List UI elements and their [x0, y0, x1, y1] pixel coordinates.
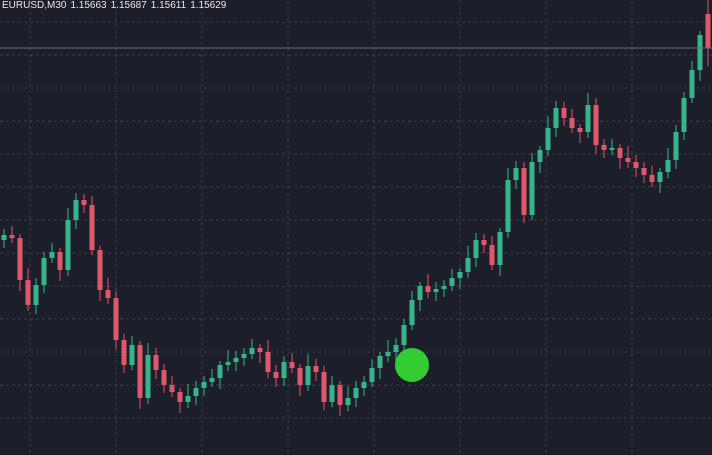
candle-body — [113, 298, 119, 340]
candle-body — [577, 128, 583, 132]
candle-body — [673, 132, 679, 160]
candle-body — [665, 160, 671, 172]
candle-body — [97, 250, 103, 290]
candle-body — [137, 345, 143, 398]
candle-body — [553, 108, 559, 128]
header: EURUSD,M30 1.15663 1.15687 1.15611 1.15629 — [2, 0, 230, 11]
symbol: EURUSD,M30 — [2, 0, 67, 11]
candle-body — [9, 235, 15, 238]
ohlc-low: 1.15611 — [150, 0, 187, 11]
candle-body — [473, 240, 479, 258]
candle-body — [161, 370, 167, 385]
candle-body — [241, 354, 247, 358]
candle-body — [497, 232, 503, 265]
candle-body — [393, 345, 399, 352]
candle-body — [561, 108, 567, 118]
candle-body — [449, 278, 455, 286]
candle-body — [185, 396, 191, 402]
candle-body — [657, 172, 663, 182]
candle-body — [209, 378, 215, 382]
candle-body — [145, 355, 151, 398]
candle-body — [601, 145, 607, 150]
candle-body — [585, 105, 591, 132]
candle-body — [649, 175, 655, 182]
candle-body — [593, 105, 599, 145]
candle-body — [401, 325, 407, 345]
candle-body — [177, 392, 183, 402]
candle-body — [345, 398, 351, 405]
candle-body — [617, 148, 623, 158]
candle-body — [441, 286, 447, 289]
candle-body — [1, 235, 7, 240]
candle-body — [705, 14, 711, 48]
candle-body — [105, 290, 111, 298]
candle-body — [609, 148, 615, 150]
candle-body — [521, 168, 527, 215]
candle-body — [425, 286, 431, 292]
candle-body — [81, 200, 87, 205]
candle-body — [73, 200, 79, 220]
candle-body — [313, 366, 319, 372]
candle-body — [377, 356, 383, 368]
ohlc-close: 1.15629 — [190, 0, 227, 11]
candle-body — [41, 258, 47, 285]
candle-body — [297, 368, 303, 385]
candle-body — [529, 162, 535, 215]
candle-body — [257, 348, 263, 352]
candle-body — [281, 362, 287, 378]
ohlc-open: 1.15663 — [70, 0, 107, 11]
candle-body — [361, 382, 367, 388]
candle-body — [129, 345, 135, 365]
candle-body — [249, 348, 255, 354]
candle-body — [545, 128, 551, 150]
candle-body — [305, 366, 311, 385]
candle-body — [625, 158, 631, 162]
candle-body — [433, 289, 439, 292]
candle-body — [481, 240, 487, 245]
candle-body — [329, 385, 335, 402]
candle-body — [697, 35, 703, 70]
signal-marker — [395, 348, 429, 382]
candle-body — [641, 168, 647, 175]
candle-body — [49, 252, 55, 258]
candle-body — [193, 388, 199, 396]
candle-body — [385, 352, 391, 356]
candle-body — [689, 70, 695, 98]
candle-body — [321, 372, 327, 402]
candle-body — [489, 245, 495, 265]
candle-body — [505, 180, 511, 232]
candle-body — [121, 340, 127, 365]
candle-body — [217, 365, 223, 378]
candle-body — [513, 168, 519, 180]
candle-body — [25, 280, 31, 305]
candle-body — [169, 385, 175, 392]
candle-body — [569, 118, 575, 128]
candle-body — [57, 252, 63, 270]
candle-body — [417, 286, 423, 300]
candle-body — [681, 98, 687, 132]
candle-body — [409, 300, 415, 325]
candle-body — [89, 205, 95, 250]
candle-body — [233, 358, 239, 362]
candle-body — [337, 385, 343, 405]
candle-body — [65, 220, 71, 270]
candle-body — [17, 238, 23, 280]
candle-body — [273, 372, 279, 378]
candle-body — [369, 368, 375, 382]
candle-body — [633, 162, 639, 168]
candle-body — [537, 150, 543, 162]
candle-body — [153, 355, 159, 370]
candle-body — [201, 382, 207, 388]
candle-body — [465, 258, 471, 272]
candle-body — [289, 362, 295, 368]
ohlc-high: 1.15687 — [110, 0, 147, 11]
candle-body — [457, 272, 463, 278]
candle-body — [33, 285, 39, 305]
candle-body — [225, 362, 231, 365]
candle-body — [353, 388, 359, 398]
candle-body — [265, 352, 271, 372]
